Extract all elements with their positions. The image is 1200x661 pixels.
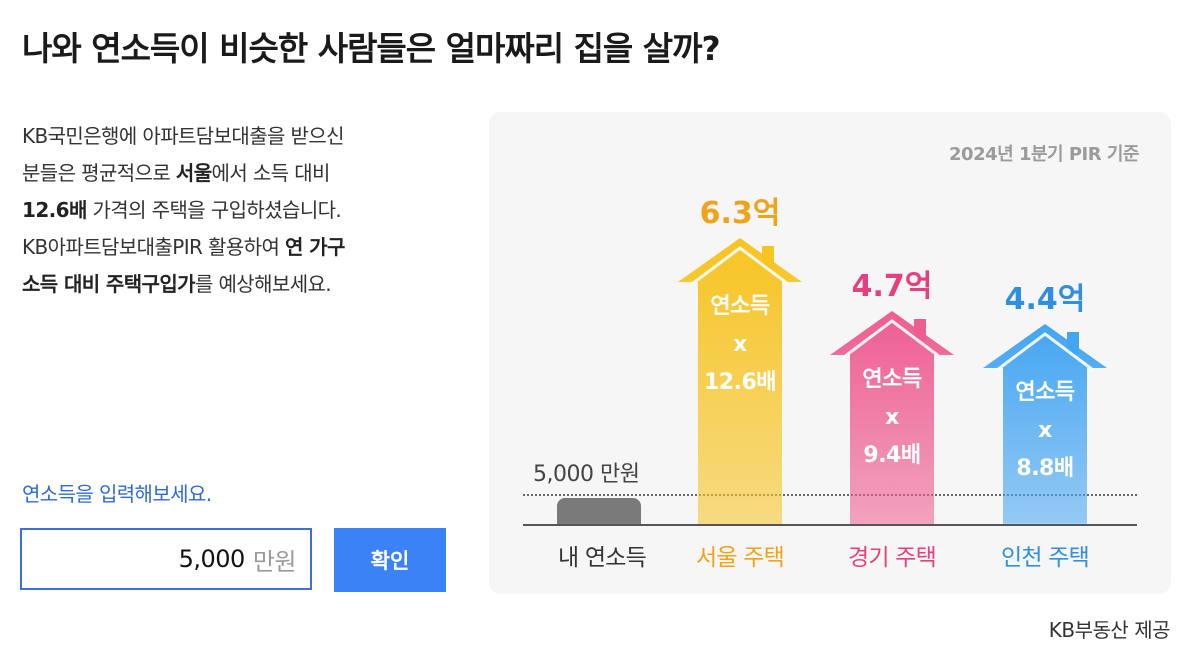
description-text: 분들은 평균적으로 — [22, 161, 176, 185]
house-shape — [983, 324, 1107, 524]
category-label: 경기 주택 — [848, 545, 937, 571]
house-multiplier-line: x — [885, 404, 899, 430]
house-roof-line — [691, 246, 789, 286]
house-bar-3: 연소득 x 8.8배 — [981, 324, 1109, 524]
description-text: 에서 소득 대비 — [211, 161, 331, 185]
house-price-label: 4.4억 — [1004, 282, 1086, 318]
house-roof-line — [843, 318, 941, 358]
description-text: KB아파트담보대출PIR 활용하여 — [22, 235, 286, 259]
source-credit: KB부동산 제공 — [1048, 618, 1171, 642]
house-multiplier-line: 연소득 — [862, 366, 922, 392]
description: KB국민은행에 아파트담보대출을 받으신 분들은 평균적으로 서울에서 소득 대… — [22, 118, 452, 303]
description-line: 12.6배 가격의 주택을 구입하셨습니다. — [22, 192, 452, 229]
house-multiplier-text: 연소득 x 8.8배 — [981, 374, 1109, 488]
description-emphasis: 서울 — [175, 161, 212, 185]
description-text: 를 예상해보세요. — [194, 272, 332, 296]
house-multiplier-text: 연소득 x 9.4배 — [828, 361, 956, 475]
description-line: 분들은 평균적으로 서울에서 소득 대비 — [22, 155, 452, 192]
house-multiplier-text: 연소득 x 12.6배 — [676, 288, 804, 402]
house-shape — [678, 237, 802, 524]
my-income-amount: 5,000 만원 — [533, 462, 640, 487]
description-emphasis: 12.6배 — [22, 198, 87, 222]
house-roof-line — [996, 332, 1094, 372]
income-input[interactable]: 5,000 만원 — [20, 528, 312, 590]
house-body — [830, 310, 954, 524]
house-multiplier-line: 연소득 — [710, 293, 770, 319]
house-multiplier-line: x — [1038, 418, 1052, 444]
income-reference-line — [523, 494, 1137, 496]
house-shape — [830, 310, 954, 524]
house-multiplier-line: 9.4배 — [863, 442, 921, 468]
chart-panel: 2024년 1분기 PIR 기준 5,000 만원 내 연소득 연소득 x 12.6… — [489, 112, 1171, 594]
category-label: 서울 주택 — [696, 545, 785, 571]
house-body — [983, 324, 1107, 524]
house-price-label: 6.3억 — [699, 195, 781, 231]
income-prompt: 연소득을 입력해보세요. — [22, 482, 212, 506]
description-line: KB아파트담보대출PIR 활용하여 연 가구 — [22, 229, 452, 266]
confirm-button[interactable]: 확인 — [334, 528, 446, 592]
income-value[interactable]: 5,000 — [178, 545, 246, 573]
house-multiplier-line: 연소득 — [1015, 380, 1075, 406]
description-emphasis: 소득 대비 주택구입가 — [22, 272, 196, 296]
house-bar-2: 연소득 x 9.4배 — [828, 310, 956, 524]
house-multiplier-line: 12.6배 — [703, 369, 777, 395]
house-multiplier-line: x — [733, 331, 747, 357]
my-income-bar — [557, 498, 641, 524]
description-line: 소득 대비 주택구입가를 예상해보세요. — [22, 266, 452, 303]
description-emphasis: 연 가구 — [285, 235, 345, 259]
category-label: 인천 주택 — [1001, 545, 1090, 571]
house-multiplier-line: 8.8배 — [1016, 456, 1074, 482]
chart-baseline — [523, 524, 1137, 526]
house-body — [678, 237, 802, 524]
description-text: KB국민은행에 아파트담보대출을 받으신 — [22, 124, 345, 148]
description-text: 가격의 주택을 구입하셨습니다. — [86, 198, 342, 222]
income-unit: 만원 — [252, 547, 297, 576]
chart-basis-note: 2024년 1분기 PIR 기준 — [949, 144, 1139, 165]
description-line: KB국민은행에 아파트담보대출을 받으신 — [22, 118, 452, 155]
house-price-label: 4.7억 — [851, 268, 933, 304]
page-title: 나와 연소득이 비슷한 사람들은 얼마짜리 집을 살까? — [22, 29, 721, 68]
house-bar-1: 연소득 x 12.6배 — [676, 237, 804, 524]
my-income-label: 내 연소득 — [558, 545, 647, 571]
